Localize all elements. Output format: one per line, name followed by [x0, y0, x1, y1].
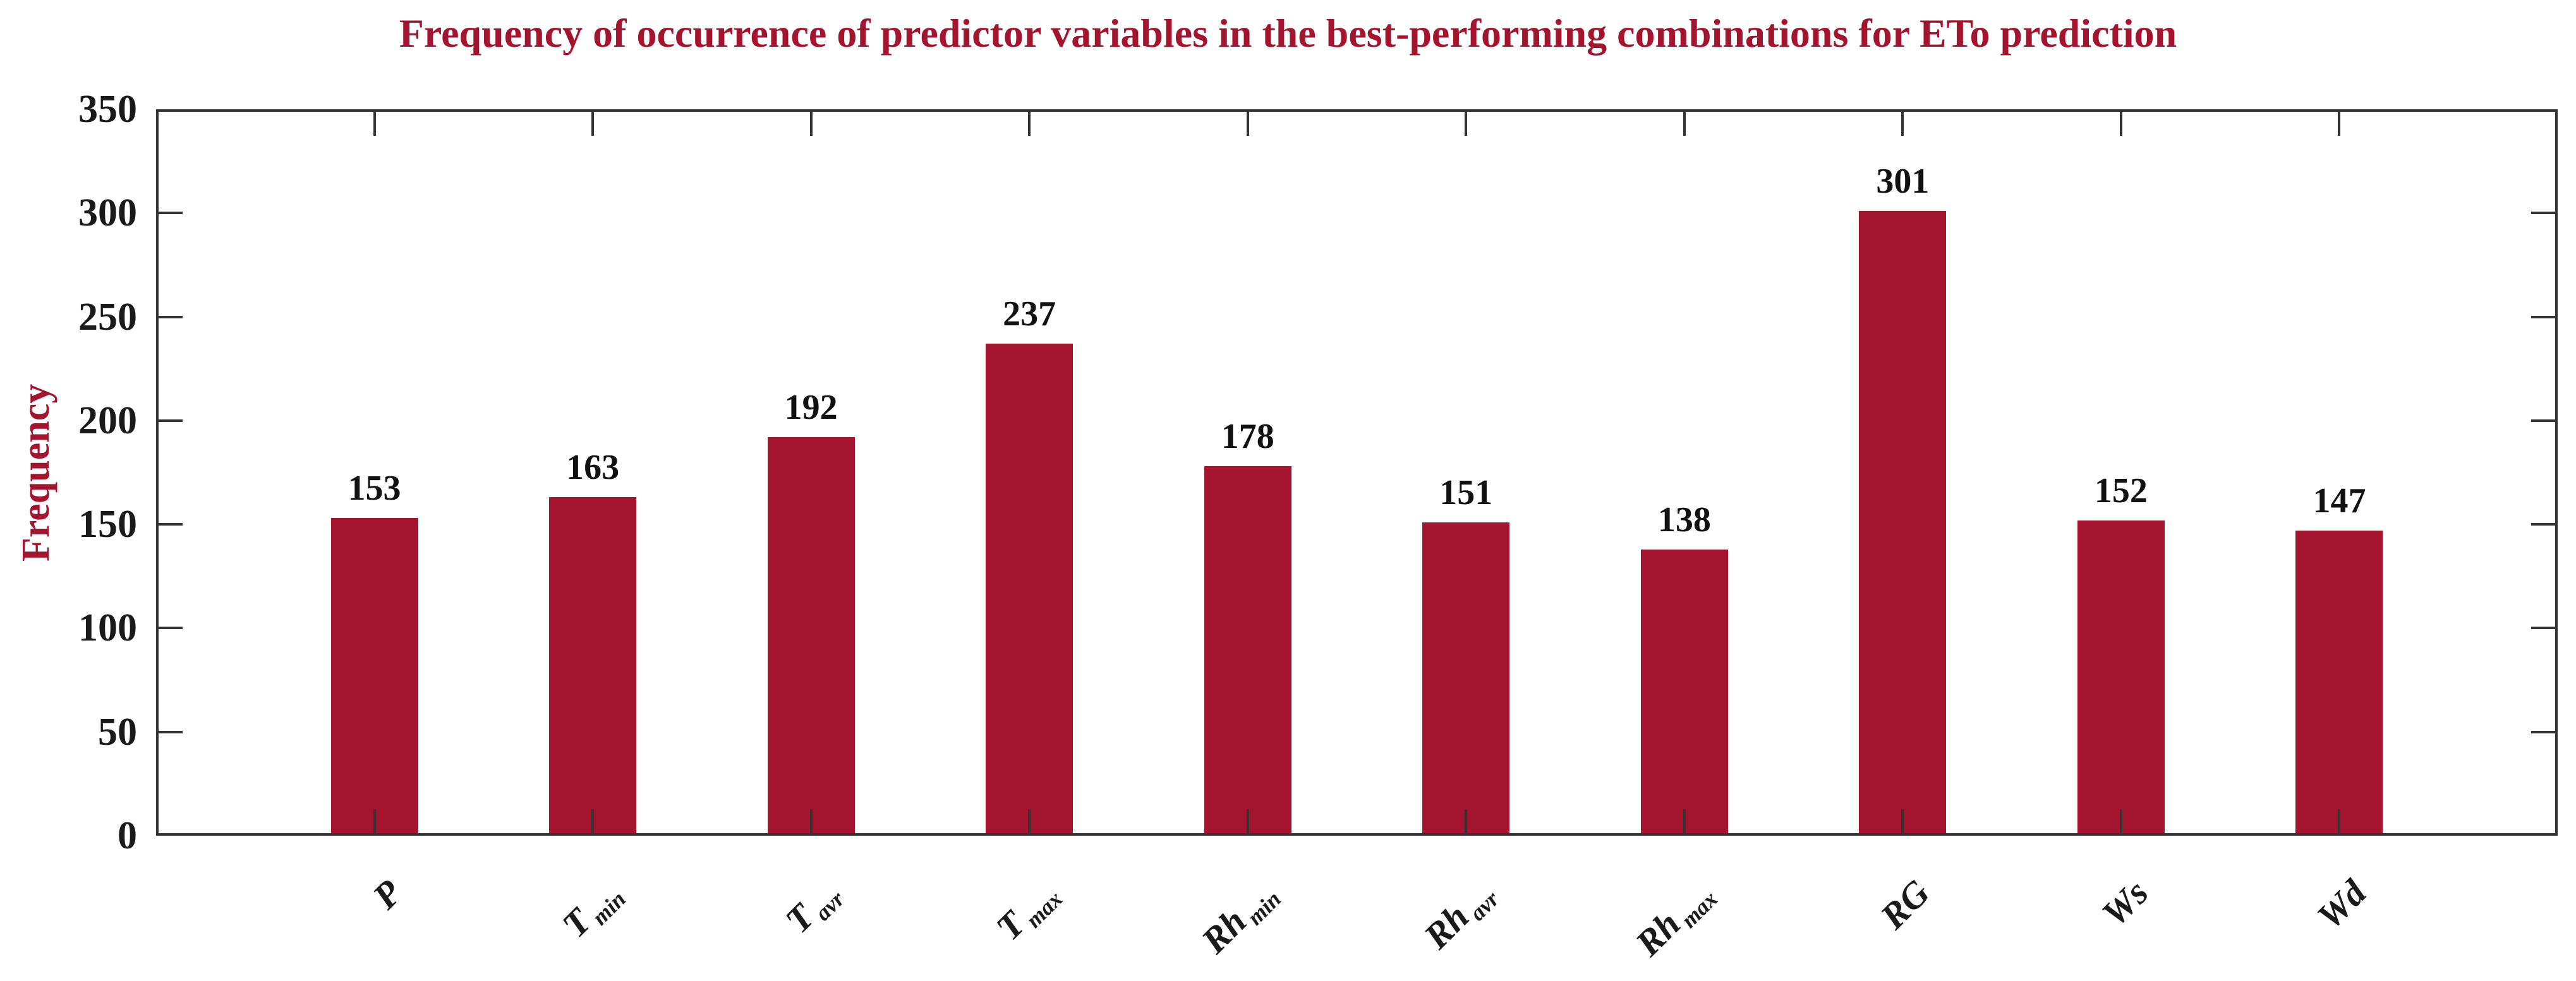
x-axis-tick-top — [1246, 112, 1249, 136]
y-axis-tick-left — [159, 523, 183, 526]
y-axis-tick-right — [2531, 523, 2555, 526]
y-tick-label: 50 — [98, 710, 137, 754]
x-axis-tick-top — [373, 112, 376, 136]
bar-value-label: 138 — [1657, 500, 1711, 539]
x-tick-label: Tavr — [594, 872, 849, 981]
bar — [1204, 466, 1291, 836]
bar-value-label: 237 — [1003, 294, 1056, 334]
bar-value-label: 178 — [1221, 417, 1274, 457]
x-tick-label-main: Wd — [2309, 872, 2374, 937]
x-tick-label: Rhavr — [1249, 872, 1504, 981]
x-tick-label: Ws — [1904, 872, 2156, 981]
x-axis-tick-top — [2338, 112, 2341, 136]
x-axis-tick-bottom — [1683, 809, 1686, 833]
x-tick-label-subscript: max — [1020, 886, 1068, 933]
y-axis-tick-right — [2531, 419, 2555, 422]
x-tick-label: P — [157, 872, 409, 981]
bar — [986, 344, 1073, 836]
x-axis-tick-top — [1465, 112, 1468, 136]
x-tick-label-main: P — [364, 872, 409, 917]
x-axis-tick-bottom — [591, 809, 595, 833]
x-tick-label: Tmin — [376, 872, 631, 981]
bar — [549, 497, 637, 836]
x-tick-label: Rhmax — [1467, 872, 1722, 981]
y-tick-label: 150 — [78, 503, 137, 546]
x-axis-tick-bottom — [2338, 809, 2341, 833]
x-axis-tick-top — [1683, 112, 1686, 136]
bar — [1640, 549, 1728, 836]
bar-value-label: 147 — [2313, 481, 2366, 521]
x-tick-label-subscript: min — [586, 886, 631, 930]
plot-area — [156, 109, 2558, 836]
y-axis-tick-left — [159, 315, 183, 318]
x-axis-tick-bottom — [373, 809, 376, 833]
bar-value-label: 153 — [348, 469, 401, 509]
x-tick-label-main: Ws — [2093, 872, 2156, 934]
bar — [2077, 520, 2165, 836]
y-axis-tick-right — [2531, 730, 2555, 733]
bar — [2295, 531, 2383, 836]
x-tick-label: Tmax — [813, 872, 1068, 981]
x-tick-label: RG — [1686, 872, 1938, 981]
x-tick-label-main: RG — [1872, 872, 1938, 937]
bar — [1422, 522, 1510, 836]
bar-value-label: 301 — [1876, 162, 1930, 201]
x-axis-tick-top — [1028, 112, 1031, 136]
x-tick-label: Wd — [2122, 872, 2374, 981]
x-axis-tick-top — [809, 112, 813, 136]
bar-value-label: 163 — [566, 448, 620, 488]
y-axis-tick-left — [159, 730, 183, 733]
bar — [767, 437, 855, 836]
chart-title: Frequency of occurrence of predictor var… — [399, 11, 2177, 56]
x-axis-tick-bottom — [1465, 809, 1468, 833]
x-axis-tick-bottom — [1246, 809, 1249, 833]
y-tick-label: 300 — [78, 191, 137, 235]
y-tick-label: 200 — [78, 399, 137, 442]
x-axis-tick-bottom — [2119, 809, 2122, 833]
bar-value-label: 192 — [784, 388, 838, 428]
x-axis-tick-top — [2119, 112, 2122, 136]
y-axis-tick-right — [2531, 315, 2555, 318]
x-tick-label: Rhmin — [1031, 872, 1286, 981]
y-axis-tick-left — [159, 212, 183, 215]
y-axis-tick-right — [2531, 627, 2555, 630]
x-axis-tick-bottom — [809, 809, 813, 833]
y-tick-label: 250 — [78, 295, 137, 339]
x-axis-tick-top — [591, 112, 595, 136]
y-tick-label: 100 — [78, 606, 137, 650]
y-tick-label: 350 — [78, 88, 137, 131]
y-axis-tick-left — [159, 419, 183, 422]
bar — [1859, 211, 1947, 836]
x-axis-tick-bottom — [1028, 809, 1031, 833]
y-axis-tick-left — [159, 627, 183, 630]
x-axis-tick-bottom — [1901, 809, 1904, 833]
y-axis-tick-right — [2531, 212, 2555, 215]
x-tick-label-subscript: max — [1676, 886, 1722, 933]
bar — [330, 518, 418, 836]
y-tick-label: 0 — [118, 814, 137, 857]
bar-value-label: 151 — [1439, 472, 1493, 512]
bar-value-label: 152 — [2094, 471, 2148, 510]
x-axis-tick-top — [1901, 112, 1904, 136]
